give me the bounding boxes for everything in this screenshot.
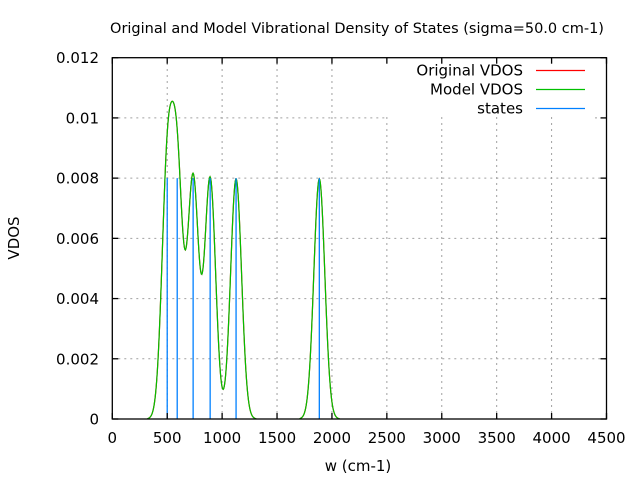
x-tick-label: 4000 — [532, 429, 570, 447]
legend-label: Model VDOS — [430, 81, 523, 99]
y-tick-label: 0 — [89, 411, 99, 429]
x-tick-label: 2000 — [313, 429, 351, 447]
chart-title: Original and Model Vibrational Density o… — [110, 21, 604, 37]
x-tick-label: 2500 — [368, 429, 406, 447]
y-tick-label: 0.002 — [56, 350, 99, 368]
y-axis-label: VDOS — [5, 216, 23, 259]
y-tick-label: 0.012 — [56, 49, 99, 67]
y-tick-label: 0.01 — [66, 109, 99, 127]
y-tick-label: 0.008 — [56, 170, 99, 188]
x-tick-label: 4500 — [587, 429, 625, 447]
x-tick-label: 1500 — [258, 429, 296, 447]
x-tick-label: 0 — [108, 429, 118, 447]
y-tick-label: 0.004 — [56, 290, 99, 308]
plot-series — [147, 100, 340, 420]
y-tick-labels: 0 0.002 0.004 0.006 0.008 0.01 0.012 — [56, 49, 99, 428]
x-tick-label: 3000 — [423, 429, 461, 447]
x-axis-label: w (cm-1) — [325, 457, 392, 475]
x-tick-label: 1000 — [203, 429, 241, 447]
y-tick-label: 0.006 — [56, 230, 99, 248]
x-tick-label: 3500 — [478, 429, 516, 447]
x-tick-label: 500 — [153, 429, 182, 447]
axis-ticks — [111, 57, 608, 420]
legend-background — [385, 58, 588, 116]
x-tick-labels: 0 500 1000 1500 2000 2500 3000 3500 4000 4500 — [108, 429, 626, 447]
legend-label: Original VDOS — [416, 62, 523, 80]
legend-label: states — [477, 100, 523, 118]
